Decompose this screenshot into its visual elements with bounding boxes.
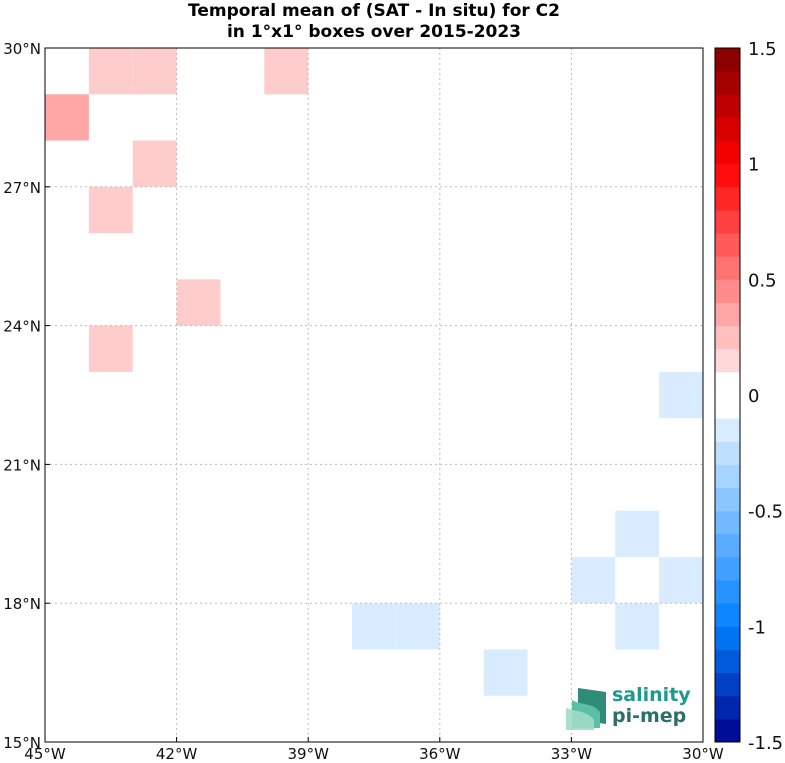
colorbar-segment xyxy=(715,556,740,581)
colorbar: 1.5 1 0.5 0 -0.5 -1 -1.5 xyxy=(714,39,783,754)
data-cell xyxy=(88,48,133,95)
chart-title-line-2: in 1°x1° boxes over 2015-2023 xyxy=(226,22,522,42)
colorbar-segment xyxy=(715,510,740,535)
colorbar-segment xyxy=(715,48,740,72)
y-tick-label: 21°N xyxy=(3,456,41,474)
logo-line-2: pi-mep xyxy=(612,705,686,727)
data-cell xyxy=(176,279,221,326)
colorbar-segment xyxy=(715,140,740,165)
axis-ticks: 45°W 42°W 39°W 36°W 33°W 30°W 15°N 18°N 21°N 24°N… xyxy=(3,40,724,763)
colorbar-segment xyxy=(715,348,740,373)
colorbar-segment xyxy=(715,186,740,211)
colorbar-segment xyxy=(715,487,740,512)
x-tick-label: 39°W xyxy=(287,745,329,763)
y-tick-label: 24°N xyxy=(3,318,41,336)
data-cell xyxy=(659,556,703,604)
colorbar-tick-label: -1.5 xyxy=(748,733,783,754)
data-cell xyxy=(483,649,528,696)
colorbar-segment xyxy=(715,533,740,558)
colorbar-segment xyxy=(715,256,740,280)
data-cell xyxy=(352,603,396,650)
logo-mark-icon xyxy=(566,688,606,730)
colorbar-tick-label: 1.5 xyxy=(748,39,777,60)
x-tick-label: 33°W xyxy=(551,745,593,763)
logo-line-1: salinity xyxy=(612,684,691,706)
colorbar-frame xyxy=(714,47,741,743)
colorbar-segment xyxy=(715,418,740,442)
colorbar-segment xyxy=(715,71,740,95)
colorbar-segment xyxy=(715,94,740,118)
data-cell xyxy=(264,48,309,95)
data-cell xyxy=(395,603,440,650)
data-cell xyxy=(659,371,703,419)
colorbar-segment xyxy=(715,302,740,327)
colorbar-segment xyxy=(715,695,740,720)
x-tick-label: 36°W xyxy=(419,745,461,763)
colorbar-segment xyxy=(715,649,740,674)
grid-lines xyxy=(45,48,703,742)
x-tick-label: 45°W xyxy=(24,745,66,763)
colorbar-segment xyxy=(715,603,740,627)
data-cells xyxy=(45,48,703,696)
colorbar-tick-label: -0.5 xyxy=(748,502,783,523)
data-cell xyxy=(132,48,177,95)
x-tick-label: 30°W xyxy=(682,745,724,763)
colorbar-tick-label: 0 xyxy=(748,386,759,407)
colorbar-segment xyxy=(715,325,740,350)
colorbar-tick-label: 0.5 xyxy=(748,270,777,291)
colorbar-segment xyxy=(715,718,740,743)
colorbar-segment xyxy=(715,441,740,465)
colorbar-tick-label: -1 xyxy=(748,617,766,638)
colorbar-segment xyxy=(715,672,740,697)
chart-title-line-1: Temporal mean of (SAT - In situ) for C2 xyxy=(188,1,560,21)
data-cell xyxy=(571,556,616,604)
data-cell xyxy=(615,603,660,650)
colorbar-segment xyxy=(715,395,740,419)
y-tick-label: 18°N xyxy=(3,595,41,613)
colorbar-segment xyxy=(715,233,740,257)
y-tick-label: 27°N xyxy=(3,179,41,197)
colorbar-segment xyxy=(715,626,740,650)
data-cell xyxy=(132,140,177,187)
data-cell xyxy=(45,94,89,141)
colorbar-segment xyxy=(715,464,740,489)
colorbar-segment xyxy=(715,163,740,188)
colorbar-segment xyxy=(715,580,740,604)
colorbar-segment xyxy=(715,209,740,234)
x-tick-label: 42°W xyxy=(156,745,198,763)
map-frame xyxy=(44,47,704,743)
y-tick-label: 30°N xyxy=(3,40,41,58)
colorbar-tick-label: 1 xyxy=(748,155,759,176)
salinity-pi-mep-logo: salinity pi-mep xyxy=(566,684,691,730)
y-tick-label: 15°N xyxy=(3,734,41,752)
data-cell xyxy=(88,186,133,234)
data-cell xyxy=(88,325,133,372)
colorbar-segment xyxy=(715,371,740,396)
colorbar-segment xyxy=(715,117,740,142)
colorbar-segment xyxy=(715,279,740,303)
data-cell xyxy=(615,510,660,557)
